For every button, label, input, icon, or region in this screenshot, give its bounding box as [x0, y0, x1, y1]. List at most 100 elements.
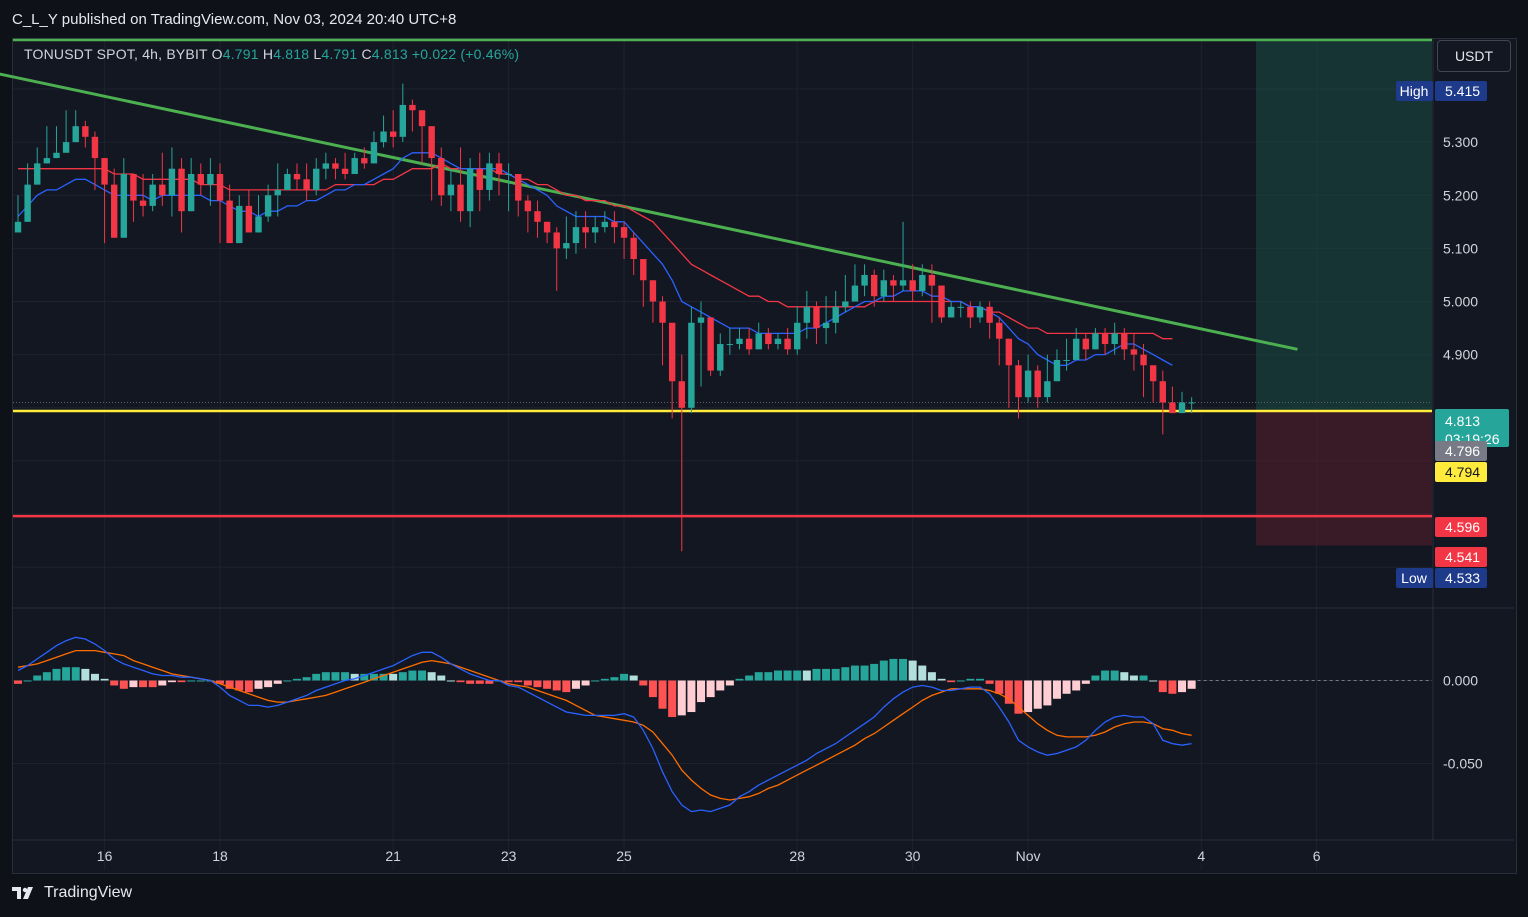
- macd-histogram-bar: [129, 680, 138, 688]
- macd-histogram-bar: [1101, 670, 1110, 681]
- macd-histogram: [14, 658, 1196, 718]
- macd-histogram-bar: [523, 680, 532, 686]
- candle-body: [563, 243, 570, 249]
- candle-body: [996, 322, 1003, 339]
- candle-body: [515, 174, 522, 201]
- candle-body: [418, 110, 426, 127]
- time-tick-label: 23: [501, 848, 517, 864]
- brand-label: TradingView: [44, 884, 133, 901]
- candle-body: [216, 174, 224, 201]
- macd-histogram-bar: [225, 680, 234, 689]
- candle-body: [1101, 333, 1109, 345]
- candle-body: [1188, 402, 1195, 404]
- candle-body: [899, 280, 907, 286]
- price-label-value: 4.813: [1445, 413, 1480, 429]
- macd-histogram-bar: [735, 678, 744, 681]
- candle-body: [447, 184, 455, 196]
- macd-histogram-bar: [908, 660, 917, 681]
- currency-button[interactable]: USDT: [1437, 40, 1511, 72]
- candle-body: [149, 184, 156, 206]
- macd-histogram-bar: [860, 665, 869, 681]
- change-value: +0.022 (+0.46%): [411, 46, 520, 62]
- candle-body: [1121, 333, 1128, 350]
- candle-body: [1073, 338, 1080, 360]
- published-text: C_L_Y published on TradingView.com, Nov …: [12, 11, 457, 28]
- macd-histogram-bar: [110, 680, 119, 686]
- macd-histogram-bar: [504, 680, 513, 683]
- candle-body: [688, 322, 695, 408]
- macd-histogram-bar: [369, 673, 378, 681]
- macd-histogram-bar: [1004, 680, 1013, 704]
- price-label-box: [1435, 547, 1487, 567]
- candle-body: [601, 221, 609, 228]
- macd-histogram-bar: [302, 677, 311, 681]
- candle-body: [1082, 338, 1090, 350]
- time-tick-label: 25: [616, 848, 632, 864]
- candle-body: [543, 221, 551, 233]
- close-value: 4.813: [371, 46, 408, 62]
- macd-histogram-bar: [1062, 680, 1071, 694]
- time-axis: 16 18 21 23 25 28 30 Nov 4 6: [97, 848, 1321, 864]
- candle-body: [111, 184, 118, 238]
- price-tag-label: High: [1400, 83, 1429, 99]
- candle-body: [34, 163, 41, 185]
- candle-body: [438, 158, 445, 196]
- candle-body: [380, 131, 387, 143]
- macd-histogram-bar: [437, 675, 446, 681]
- candle-body: [640, 259, 647, 281]
- macd-histogram-bar: [81, 668, 90, 681]
- macd-histogram-bar: [812, 668, 821, 681]
- macd-histogram-bar: [389, 673, 398, 681]
- macd-histogram-bar: [1120, 672, 1129, 681]
- macd-histogram-bar: [446, 680, 455, 682]
- candle-body: [919, 274, 926, 291]
- macd-histogram-bar: [1158, 680, 1167, 693]
- candle-body: [466, 168, 474, 212]
- candle-body: [197, 174, 204, 185]
- macd-histogram-bar: [312, 673, 321, 681]
- candle-body: [207, 174, 214, 185]
- macd-histogram-bar: [62, 667, 71, 681]
- macd-histogram-bar: [187, 680, 196, 682]
- candle-body: [947, 306, 955, 318]
- candle-body: [284, 174, 291, 190]
- macd-tick-label: -0.050: [1443, 756, 1483, 772]
- macd-histogram-bar: [158, 680, 167, 686]
- macd-histogram-bar: [456, 680, 465, 683]
- candle-body: [476, 168, 483, 190]
- macd-histogram-bar: [475, 680, 484, 684]
- macd-histogram-bar: [398, 672, 407, 681]
- macd-histogram-bar: [244, 680, 253, 693]
- price-tick-label: 5.300: [1443, 134, 1478, 150]
- macd-histogram-bar: [292, 678, 301, 681]
- macd-histogram-bar: [543, 680, 552, 689]
- time-tick-label: 21: [385, 848, 401, 864]
- macd-histogram-bar: [196, 680, 205, 682]
- time-tick-label: 28: [789, 848, 805, 864]
- candle-body: [1063, 359, 1070, 361]
- macd-histogram-bar: [418, 670, 427, 681]
- candle-body: [774, 338, 782, 345]
- candle-body: [938, 285, 945, 318]
- macd-histogram-bar: [167, 680, 176, 683]
- candle-body: [967, 306, 974, 318]
- macd-histogram-bar: [216, 680, 225, 684]
- macd-histogram-bar: [648, 680, 657, 698]
- candle-body: [832, 306, 839, 323]
- candle-body: [505, 174, 512, 176]
- macd-histogram-bar: [23, 680, 32, 682]
- position-profit-zone: [1255, 41, 1432, 411]
- macd-histogram-bar: [100, 678, 109, 681]
- price-tick-label: 5.200: [1443, 187, 1478, 203]
- candle-body: [486, 163, 493, 190]
- price-labels: 5.415High4.81303:19:264.7964.7944.5964.5…: [1396, 81, 1509, 588]
- macd-histogram-bar: [773, 670, 782, 681]
- price-label-box: [1435, 409, 1509, 447]
- macd-histogram-bar: [956, 680, 965, 682]
- low-label: L: [313, 46, 322, 62]
- macd-histogram-bar: [620, 673, 629, 681]
- candle-body: [264, 195, 272, 217]
- candle-body: [457, 184, 464, 212]
- macd-histogram-bar: [379, 673, 388, 681]
